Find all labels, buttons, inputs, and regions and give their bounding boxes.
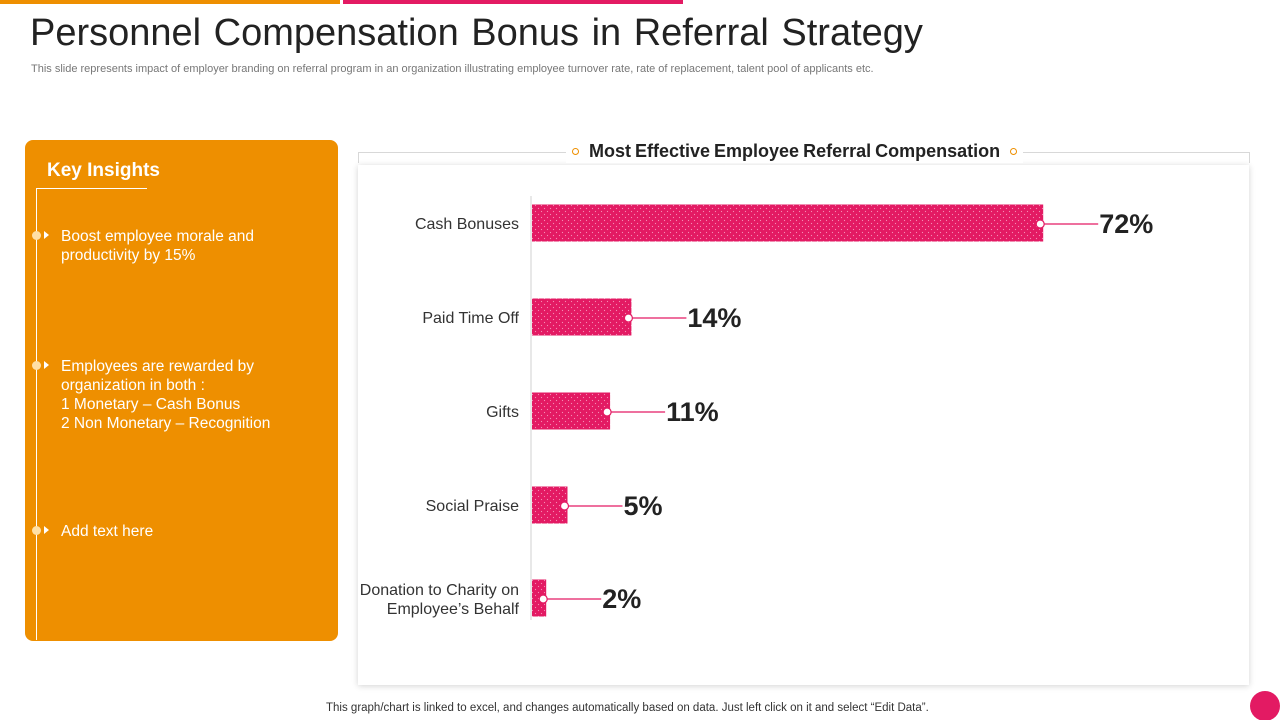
footer-note: This graph/chart is linked to excel, and…	[326, 702, 929, 714]
bullet-arrow-icon	[44, 526, 49, 534]
top-accent-bar-pink	[343, 0, 683, 4]
bar-end-marker	[559, 501, 570, 511]
key-insights-underline	[37, 188, 147, 189]
title-dot-icon	[1010, 147, 1018, 155]
bar-end-marker	[623, 313, 634, 323]
corner-decoration	[1250, 691, 1280, 720]
data-label: 2%	[602, 584, 641, 614]
data-label: 72%	[1099, 209, 1153, 239]
bullet-arrow-icon	[44, 231, 49, 239]
bar	[532, 392, 611, 430]
title-dot-icon	[572, 147, 579, 155]
top-accent-bar-orange	[0, 0, 340, 4]
category-label: Social Praise	[426, 498, 519, 515]
page-title: Personnel Compensation Bonus in Referral…	[30, 12, 923, 54]
chart-card[interactable]	[358, 165, 1249, 685]
bar-end-marker	[538, 594, 548, 604]
category-label: Cash Bonuses	[415, 216, 519, 233]
bullet-dot-icon	[32, 526, 41, 535]
chart-title-group: Most Effective Employee Referral Compens…	[566, 139, 1024, 163]
insight-item: Boost employee morale and productivity b…	[61, 228, 255, 264]
category-label: Gifts	[486, 404, 519, 421]
key-insights-title: Key Insights	[47, 160, 160, 181]
bullet-dot-icon	[32, 361, 41, 370]
bullet-dot-icon	[32, 231, 41, 240]
chart-title: Most Effective Employee Referral Compens…	[589, 140, 1001, 161]
category-label: Employee’s Behalf	[387, 601, 520, 618]
category-label: Paid Time Off	[422, 310, 519, 327]
key-insights-panel: Key Insights Boost employee morale and p…	[25, 140, 338, 641]
category-label: Donation to Charity on	[360, 582, 519, 599]
insight-item: Employees are rewarded by organization i…	[61, 358, 271, 432]
page-subtitle: This slide represents impact of employer…	[31, 63, 874, 75]
bullet-arrow-icon	[44, 361, 49, 369]
bar-end-marker	[1035, 219, 1045, 229]
bar	[532, 204, 1044, 242]
bar-end-marker	[602, 407, 612, 417]
bar	[532, 298, 632, 336]
key-insights-timeline-line	[36, 188, 37, 640]
insight-item: Add text here	[61, 523, 154, 540]
data-label: 5%	[624, 491, 663, 521]
data-label: 11%	[666, 397, 719, 427]
data-label: 14%	[687, 303, 741, 333]
